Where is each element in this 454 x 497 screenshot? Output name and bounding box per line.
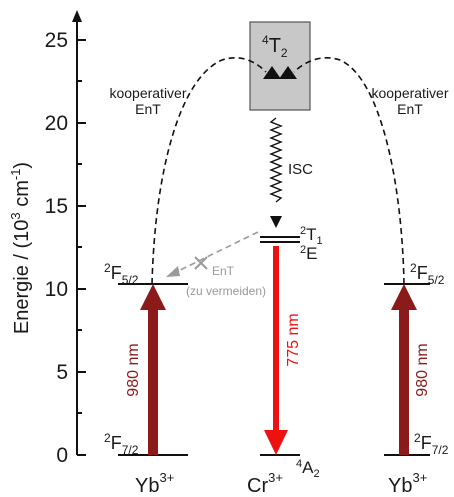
y-tick-label: 20 [45,112,68,135]
y-tick-label: 10 [45,278,68,301]
ent-avoid-cross-icon [194,256,208,270]
wavelength-label-right: 980 nm [414,343,431,396]
y-tick-label: 25 [45,29,68,52]
excitation-arrow-right-shaft [399,306,409,455]
level-label-f52-right: 2F5/2 [410,261,445,287]
y-tick-label: 15 [45,195,68,218]
y-tick-label: 0 [56,444,68,467]
ent-avoid-line [169,231,259,276]
t2-triangle-left [263,66,281,79]
level-label-t1: 2T1 [300,225,323,247]
excitation-arrow-right-head [391,284,417,310]
isc-label: ISC [288,161,313,178]
coop-ent-label-right: kooperativer [371,85,448,101]
ent-avoid-arrow-head [166,266,180,277]
y-axis: 0 5 10 15 20 25 Energie / (103 cm-1) [8,10,86,467]
level-label-f52-left: 2F5/2 [104,261,139,287]
isc-arrow-head [270,216,282,228]
ion-label-cr: Cr3+ [247,470,283,497]
wavelength-label-emission: 775 nm [285,313,302,366]
level-label-f72-left: 2F7/2 [104,431,139,457]
coop-ent-curve-right [293,57,405,285]
emission-arrow-head [264,430,288,455]
t2-triangle-right [279,66,297,79]
coop-ent-label-right-sub: EnT [397,101,423,117]
ent-avoid-note: (zu vermeiden) [186,284,266,298]
ent-avoid-label: EnT [212,264,235,278]
excitation-arrow-left-head [140,284,166,310]
level-label-e: 2E [300,244,317,263]
t2-level-label: 4T2 [262,33,288,60]
coop-ent-label-left-sub: EnT [135,101,161,117]
level-label-f72-right: 2F7/2 [414,431,449,457]
coop-ent-curve-left [151,57,267,285]
emission-arrow-shaft [273,246,279,434]
ion-label-yb-left: Yb3+ [135,470,174,497]
y-axis-title: Energie / (103 cm-1) [8,162,33,334]
y-tick-label: 5 [56,361,68,384]
isc-wavy-arrow [269,117,283,203]
excitation-arrow-left-shaft [148,306,158,455]
level-label-a2: 4A2 [296,458,320,480]
wavelength-label-left: 980 nm [125,343,142,396]
coop-ent-label-left: kooperativer [109,85,186,101]
ion-label-yb-right: Yb3+ [388,470,427,497]
